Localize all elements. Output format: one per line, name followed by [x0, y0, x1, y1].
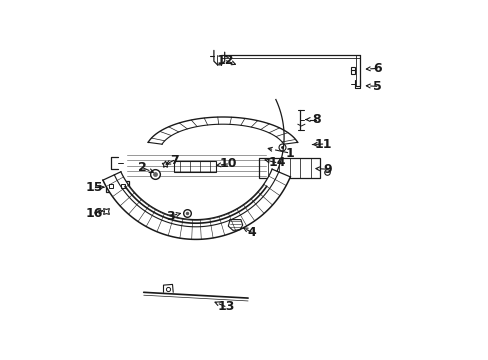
- Text: 8: 8: [311, 113, 320, 126]
- Text: 7: 7: [169, 154, 178, 167]
- FancyBboxPatch shape: [174, 161, 215, 172]
- Text: 5: 5: [372, 80, 381, 93]
- Text: 4: 4: [247, 226, 256, 239]
- Text: 13: 13: [217, 300, 234, 313]
- Text: 3: 3: [166, 210, 175, 222]
- Text: 14: 14: [267, 156, 285, 169]
- Text: 12: 12: [217, 54, 234, 67]
- FancyBboxPatch shape: [106, 181, 129, 192]
- Text: 9: 9: [323, 163, 331, 176]
- Text: 6: 6: [373, 62, 381, 75]
- Polygon shape: [102, 169, 290, 239]
- Text: 10: 10: [219, 157, 237, 170]
- FancyBboxPatch shape: [258, 158, 320, 178]
- Text: 15: 15: [85, 181, 102, 194]
- Text: 2: 2: [137, 161, 146, 174]
- Text: 11: 11: [314, 138, 332, 150]
- Text: 1: 1: [285, 147, 293, 159]
- Text: 16: 16: [85, 207, 102, 220]
